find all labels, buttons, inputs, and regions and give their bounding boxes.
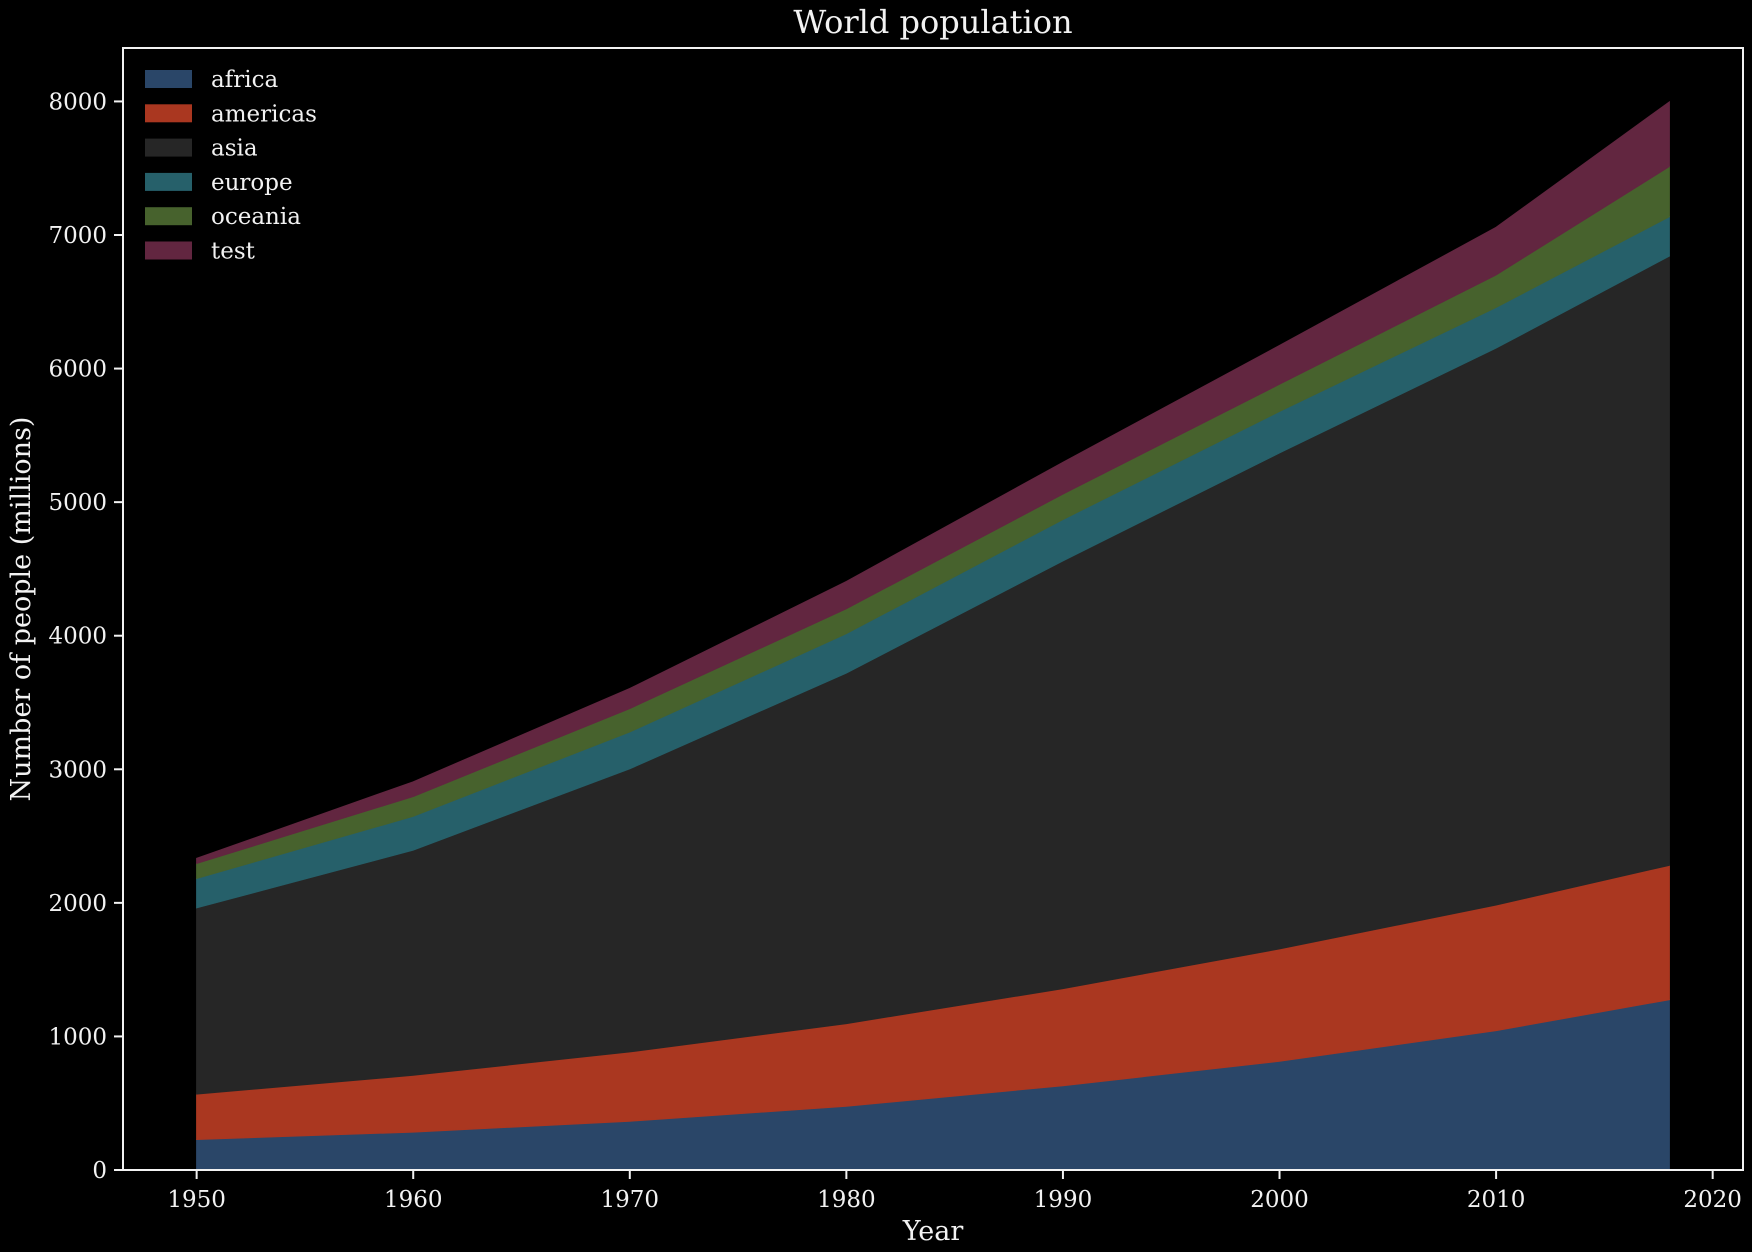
y-tick-label: 2000 xyxy=(48,891,107,917)
x-tick-label: 2000 xyxy=(1250,1187,1309,1213)
y-tick-label: 4000 xyxy=(48,624,107,650)
x-tick-label: 2010 xyxy=(1467,1187,1526,1213)
legend-label-americas: americas xyxy=(211,101,317,127)
legend-swatch-test xyxy=(145,241,192,260)
x-tick-label: 1980 xyxy=(817,1187,876,1213)
x-tick-label: 1950 xyxy=(167,1187,226,1213)
legend-label-europe: europe xyxy=(211,170,293,196)
legend-swatch-oceania xyxy=(145,207,192,226)
y-tick-label: 7000 xyxy=(48,223,107,249)
legend-label-oceania: oceania xyxy=(211,204,301,230)
area-test xyxy=(196,100,1670,865)
x-axis-ticks: 1950 1960 1970 1980 1990 2000 2010 2020 xyxy=(167,1170,1742,1213)
y-tick-label: 8000 xyxy=(48,89,107,115)
area-layers xyxy=(196,100,1670,1171)
y-tick-label: 0 xyxy=(92,1158,107,1184)
legend-label-asia: asia xyxy=(211,136,258,162)
legend-swatch-africa xyxy=(145,70,192,88)
legend-swatch-americas xyxy=(145,104,192,123)
legend-label-test: test xyxy=(211,239,256,265)
legend: africa americas asia europe oceania test xyxy=(145,67,317,265)
legend-swatch-asia xyxy=(145,138,192,157)
y-tick-label: 6000 xyxy=(48,357,107,383)
y-tick-label: 5000 xyxy=(48,490,107,516)
x-tick-label: 1990 xyxy=(1034,1187,1093,1213)
y-axis-ticks: 0 1000 2000 3000 4000 5000 6000 7000 8000 xyxy=(48,89,123,1184)
plot-frame xyxy=(122,47,1744,1171)
y-tick-label: 3000 xyxy=(48,757,107,783)
y-axis-label: Number of people (millions) xyxy=(6,417,37,802)
x-tick-label: 1960 xyxy=(384,1187,443,1213)
legend-label-africa: africa xyxy=(211,67,278,93)
x-tick-label: 2020 xyxy=(1683,1187,1742,1213)
legend-swatch-europe xyxy=(145,172,192,191)
x-axis-label: Year xyxy=(902,1216,964,1247)
chart-title: World population xyxy=(793,3,1072,41)
x-tick-label: 1970 xyxy=(601,1187,660,1213)
y-tick-label: 1000 xyxy=(48,1024,107,1050)
